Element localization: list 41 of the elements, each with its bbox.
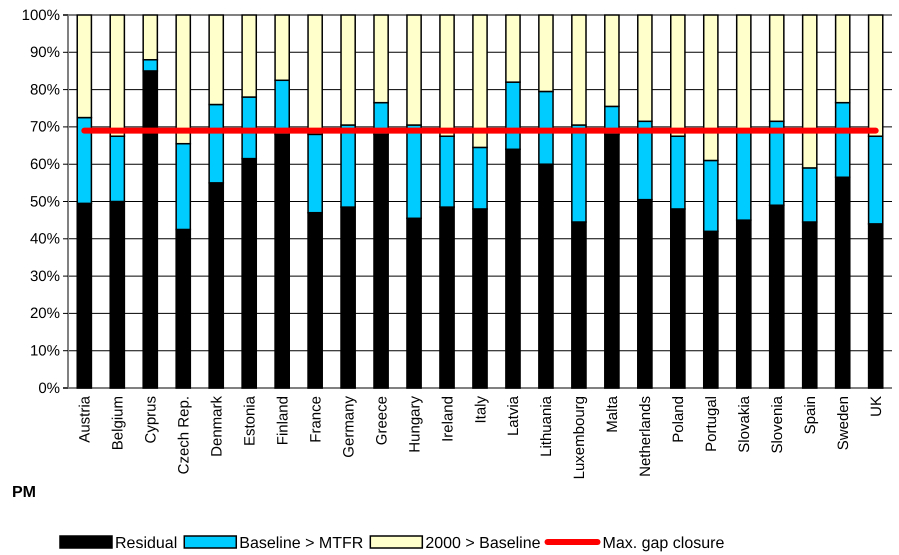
y-tick-label: 100% <box>22 6 60 24</box>
x-tick-label: Spain <box>802 396 819 434</box>
y-tick-label: 60% <box>30 156 60 173</box>
y-tick-label: 30% <box>30 268 60 285</box>
x-tick-label: Cyprus <box>142 396 160 444</box>
x-tick-label: Germany <box>340 396 358 458</box>
x-tick-label: Italy <box>472 396 490 424</box>
x-tick-label: Czech Rep. <box>175 396 192 474</box>
legend-label: 2000 > Baseline <box>425 535 541 552</box>
x-tick-label: Estonia <box>241 395 258 446</box>
legend-label: Residual <box>115 535 178 552</box>
y-tick-label: 20% <box>30 305 60 322</box>
legend-label: Baseline > MTFR <box>239 535 364 552</box>
x-tick-label: UK <box>868 396 885 417</box>
y-tick-label: 80% <box>30 81 60 98</box>
x-tick-label: Latvia <box>505 395 522 436</box>
x-tick-label: Poland <box>670 396 688 443</box>
x-tick-label: Netherlands <box>637 396 654 477</box>
x-tick-label: Lithuania <box>538 395 556 457</box>
x-tick-label: France <box>307 396 324 443</box>
x-tick-label: Greece <box>373 396 390 446</box>
y-tick-label: 70% <box>30 118 60 136</box>
x-tick-label: Ireland <box>439 396 456 442</box>
x-tick-label: Portugal <box>703 396 720 452</box>
x-tick-label: Belgium <box>110 396 127 450</box>
x-tick-label: Slovenia <box>769 395 786 454</box>
x-tick-label: Luxembourg <box>571 396 588 480</box>
x-tick-label: Sweden <box>834 396 852 450</box>
x-tick-label: Austria <box>76 395 94 443</box>
y-tick-label: 0% <box>38 380 60 397</box>
x-tick-label: Denmark <box>208 396 226 457</box>
legend-label: Max. gap closure <box>602 535 724 552</box>
y-tick-label: 90% <box>30 44 60 62</box>
x-tick-label: Finland <box>274 396 292 446</box>
y-tick-label: 40% <box>30 230 60 248</box>
text: PM <box>12 484 36 501</box>
y-tick-label: 10% <box>30 342 60 360</box>
y-tick-label: 50% <box>30 193 60 210</box>
x-tick-label: Malta <box>604 395 622 433</box>
x-tick-label: Hungary <box>406 396 424 453</box>
x-tick-label: Slovakia <box>736 395 754 453</box>
